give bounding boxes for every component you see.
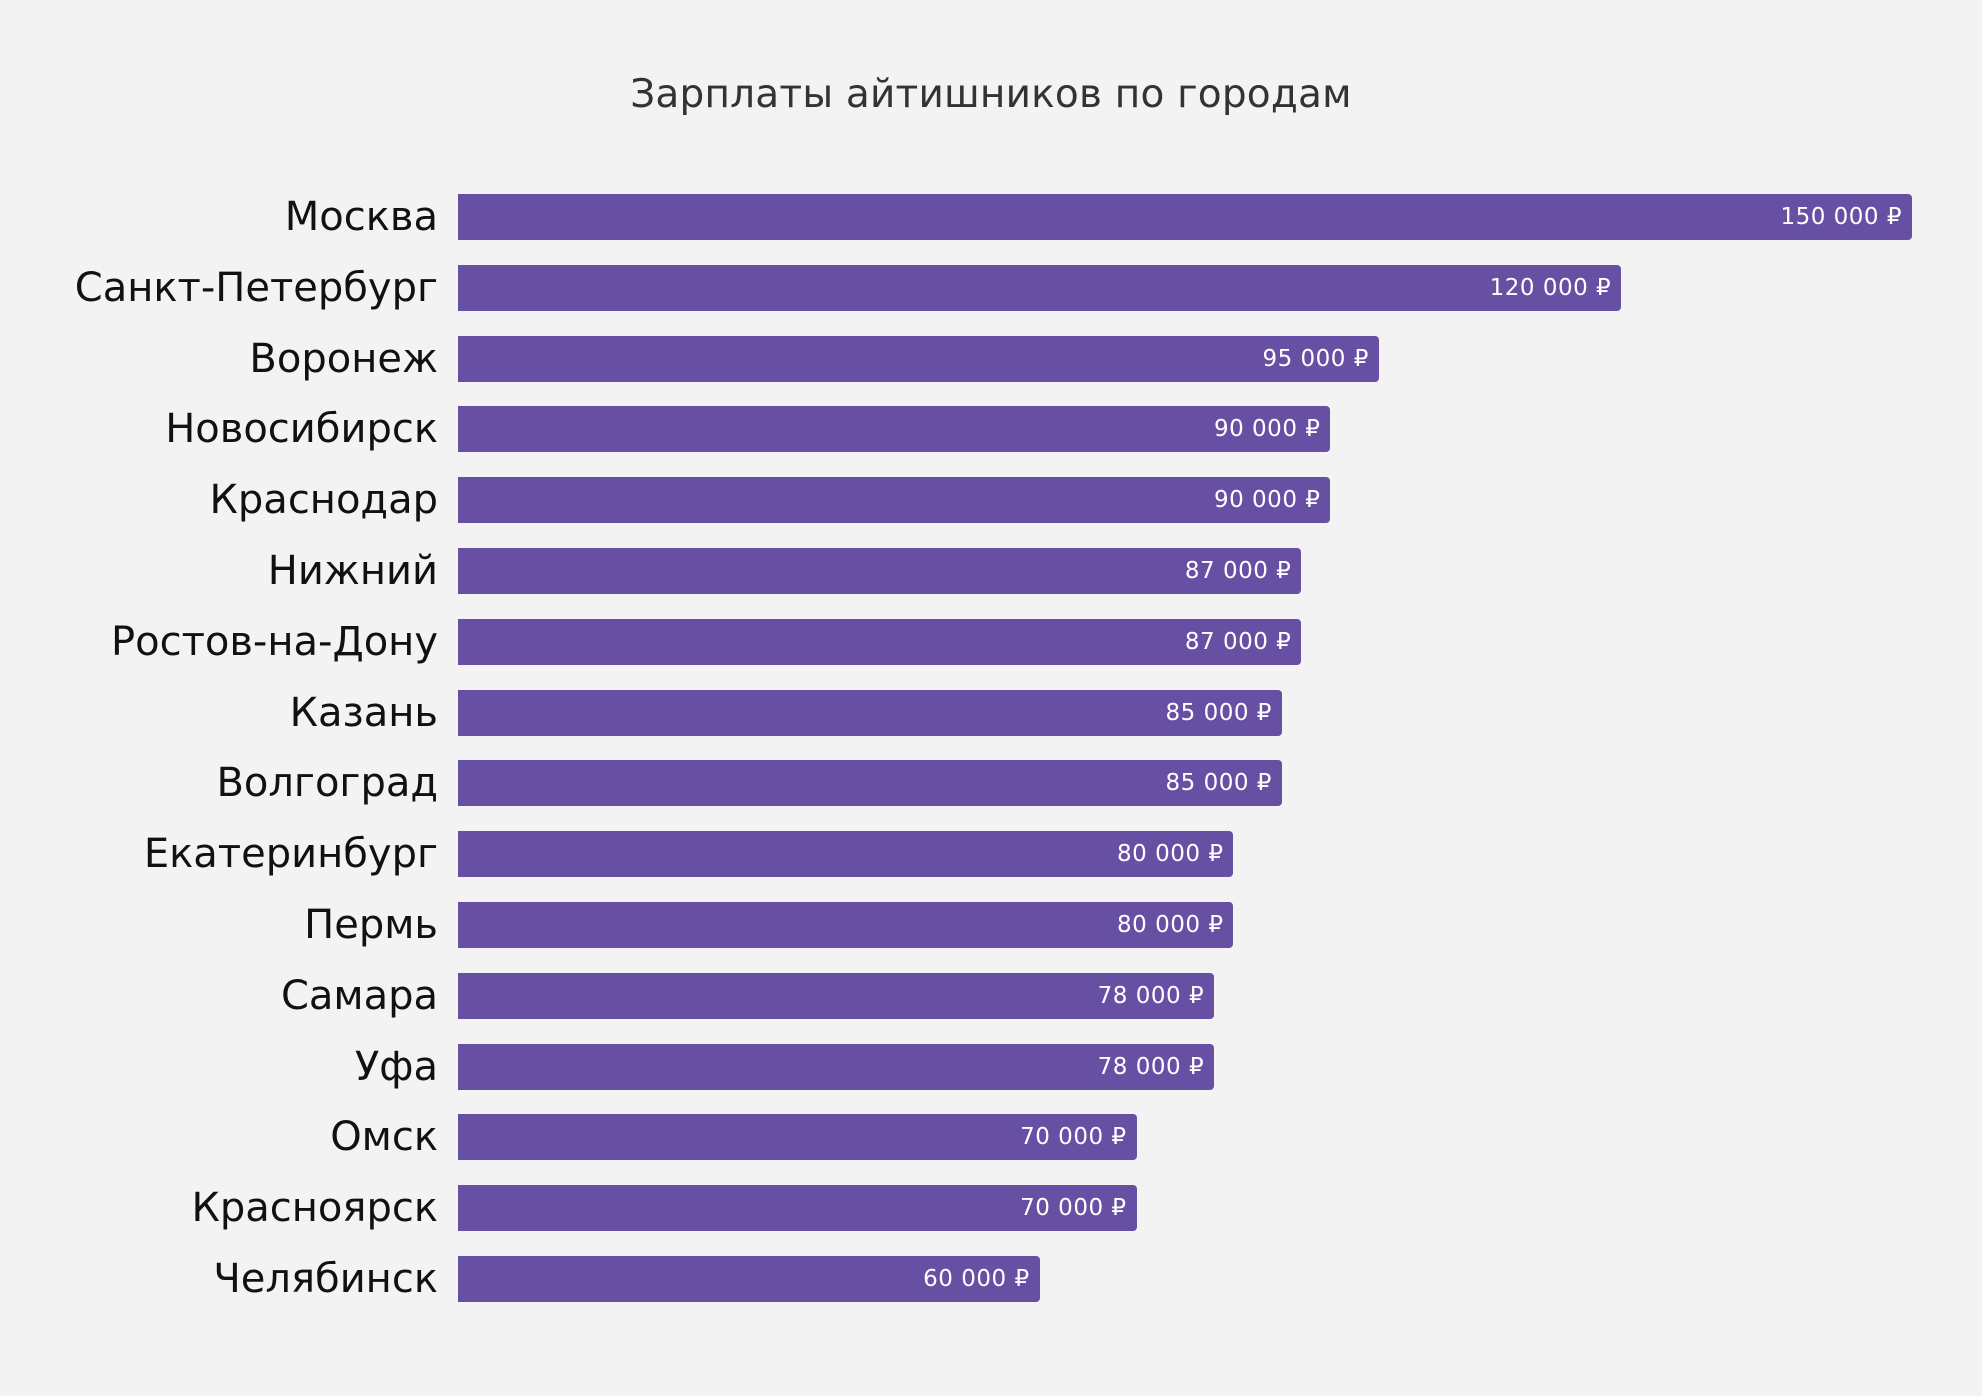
bar-row: Нижний 87 000 ₽ xyxy=(0,548,1982,594)
value-label: 150 000 ₽ xyxy=(1780,204,1902,230)
value-label: 60 000 ₽ xyxy=(923,1266,1030,1292)
bar-row: Челябинск 60 000 ₽ xyxy=(0,1256,1982,1302)
category-label: Красноярск xyxy=(191,1185,438,1232)
bar-row: Волгоград 85 000 ₽ xyxy=(0,760,1982,807)
category-label: Пермь xyxy=(304,902,438,948)
bar[interactable]: 78 000 ₽ xyxy=(458,972,1215,1019)
bar-row: Новосибирск 90 000 ₽ xyxy=(0,406,1982,453)
chart-title: Зарплаты айтишников по городам xyxy=(630,72,1352,117)
category-label: Волгоград xyxy=(216,760,438,807)
value-label: 85 000 ₽ xyxy=(1165,770,1272,797)
value-label: 70 000 ₽ xyxy=(1020,1195,1127,1222)
bar-row: Самара 78 000 ₽ xyxy=(0,972,1982,1019)
bar[interactable]: 78 000 ₽ xyxy=(458,1043,1215,1090)
bar-row: Уфа 78 000 ₽ xyxy=(0,1043,1982,1090)
category-label: Екатеринбург xyxy=(143,831,438,878)
value-label: 95 000 ₽ xyxy=(1262,345,1369,372)
bar-row: Ростов-на-Дону 87 000 ₽ xyxy=(0,618,1982,665)
category-label: Воронеж xyxy=(249,335,438,382)
value-label: 70 000 ₽ xyxy=(1020,1124,1127,1151)
value-label: 90 000 ₽ xyxy=(1213,487,1321,514)
category-label: Казань xyxy=(289,689,438,736)
bar[interactable]: 87 000 ₽ xyxy=(458,548,1302,594)
bar-row: Казань 85 000 ₽ xyxy=(0,689,1982,736)
value-label: 80 000 ₽ xyxy=(1117,912,1224,938)
category-label: Уфа xyxy=(354,1043,438,1090)
category-label: Новосибирск xyxy=(165,406,438,453)
value-label: 85 000 ₽ xyxy=(1165,699,1272,726)
value-label: 87 000 ₽ xyxy=(1184,628,1292,655)
bar[interactable]: 80 000 ₽ xyxy=(458,902,1234,948)
value-label: 78 000 ₽ xyxy=(1097,982,1205,1009)
bar-row: Воронеж 95 000 ₽ xyxy=(0,335,1982,382)
value-label: 87 000 ₽ xyxy=(1184,558,1292,584)
bar-row: Пермь 80 000 ₽ xyxy=(0,902,1982,948)
bar-row: Краснодар 90 000 ₽ xyxy=(0,477,1982,524)
bar-row: Екатеринбург 80 000 ₽ xyxy=(0,831,1982,878)
bar[interactable]: 85 000 ₽ xyxy=(458,689,1282,736)
category-label: Самара xyxy=(280,972,438,1019)
bar[interactable]: 150 000 ₽ xyxy=(458,194,1912,240)
bar[interactable]: 70 000 ₽ xyxy=(458,1185,1137,1232)
bar[interactable]: 85 000 ₽ xyxy=(458,760,1282,807)
category-label: Москва xyxy=(284,194,438,240)
category-label: Краснодар xyxy=(209,477,438,524)
category-label: Челябинск xyxy=(213,1256,438,1302)
value-label: 78 000 ₽ xyxy=(1097,1053,1205,1080)
bar[interactable]: 87 000 ₽ xyxy=(458,618,1302,665)
bar[interactable]: 90 000 ₽ xyxy=(458,406,1331,453)
bar-row: Омск 70 000 ₽ xyxy=(0,1114,1982,1161)
category-label: Нижний xyxy=(267,548,438,594)
bar-row: Санкт-Петербург 120 000 ₽ xyxy=(0,264,1982,311)
bar[interactable]: 95 000 ₽ xyxy=(458,335,1379,382)
bar-row: Красноярск 70 000 ₽ xyxy=(0,1185,1982,1232)
bar[interactable]: 70 000 ₽ xyxy=(458,1114,1137,1161)
bar[interactable]: 60 000 ₽ xyxy=(458,1256,1040,1302)
bar[interactable]: 80 000 ₽ xyxy=(458,831,1234,878)
bar[interactable]: 90 000 ₽ xyxy=(458,477,1331,524)
category-label: Санкт-Петербург xyxy=(74,264,438,311)
category-label: Ростов-на-Дону xyxy=(110,618,438,665)
bar[interactable]: 120 000 ₽ xyxy=(458,264,1622,311)
bar-row: Москва 150 000 ₽ xyxy=(0,194,1982,240)
category-label: Омск xyxy=(330,1114,438,1161)
value-label: 90 000 ₽ xyxy=(1213,416,1321,443)
value-label: 80 000 ₽ xyxy=(1117,841,1224,868)
value-label: 120 000 ₽ xyxy=(1489,274,1612,301)
